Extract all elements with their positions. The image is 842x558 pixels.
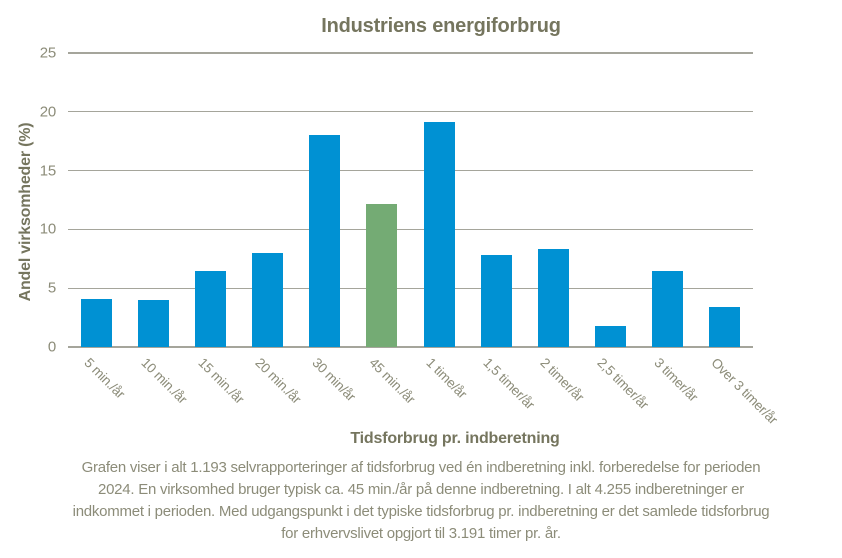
x-axis-tick-label: 45 min./år <box>366 355 418 407</box>
gridline <box>68 287 753 289</box>
x-axis-tick-label: 3 timer/år <box>651 355 702 405</box>
y-axis-tick-label: 15 <box>39 162 57 180</box>
bar <box>594 325 626 347</box>
caption-line: 2024. En virksomhed bruger typisk ca. 45… <box>98 481 744 498</box>
x-axis-title: Tidsforbrug pr. indberetning <box>350 430 560 447</box>
x-axis-tick-label: Over 3 timer/år <box>708 355 781 428</box>
bar <box>537 249 569 347</box>
caption-line: Grafen viser i alt 1.193 selvrapporterin… <box>81 459 761 476</box>
y-axis: 0 5 10 15 20 25 <box>0 45 60 356</box>
bar <box>309 135 341 347</box>
chart-caption: Grafen viser i alt 1.193 selvrapporterin… <box>0 457 842 545</box>
y-axis-tick-label: 0 <box>47 338 56 356</box>
bar <box>651 270 683 347</box>
x-axis-tick-label: 2 timer/år <box>537 355 588 405</box>
chart-title: Industriens energiforbrug <box>321 15 561 37</box>
bar <box>423 122 455 347</box>
caption-line: for erhvervslivet opgjort til 3.191 time… <box>281 525 561 542</box>
gridline <box>68 228 753 231</box>
bar-highlighted <box>366 203 398 347</box>
x-axis-tick-label: 1 time/år <box>423 355 470 402</box>
bar <box>480 255 512 347</box>
y-axis-tick-label: 5 <box>47 279 56 297</box>
bar <box>138 299 170 347</box>
bar <box>81 298 113 347</box>
caption-line: indkommet i perioden. Med udgangspunkt i… <box>72 503 770 520</box>
gridline <box>68 111 753 113</box>
x-axis-baseline <box>68 346 753 348</box>
x-axis: 5 min./år 10 min./år 15 min./år 20 min./år 3… <box>68 355 781 427</box>
bar <box>708 307 740 347</box>
x-axis-tick-label: 10 min./år <box>138 355 190 407</box>
y-axis-tick-label: 20 <box>39 103 57 121</box>
x-axis-tick-label: 5 min./år <box>80 355 128 402</box>
bar <box>195 270 227 347</box>
y-axis-tick-label: 25 <box>39 44 57 62</box>
x-axis-tick-label: 1,5 timer/år <box>480 355 538 413</box>
x-axis-tick-label: 30 min/år <box>309 355 359 405</box>
x-axis-tick-label: 2,5 timer/år <box>594 355 652 413</box>
gridline <box>68 52 753 54</box>
x-axis-tick-label: 15 min./år <box>195 355 247 407</box>
y-axis-tick-label: 10 <box>39 220 57 238</box>
plot-area <box>68 52 753 348</box>
bar <box>252 252 284 347</box>
gridline <box>68 169 753 172</box>
x-axis-tick-label: 20 min./år <box>252 355 304 407</box>
